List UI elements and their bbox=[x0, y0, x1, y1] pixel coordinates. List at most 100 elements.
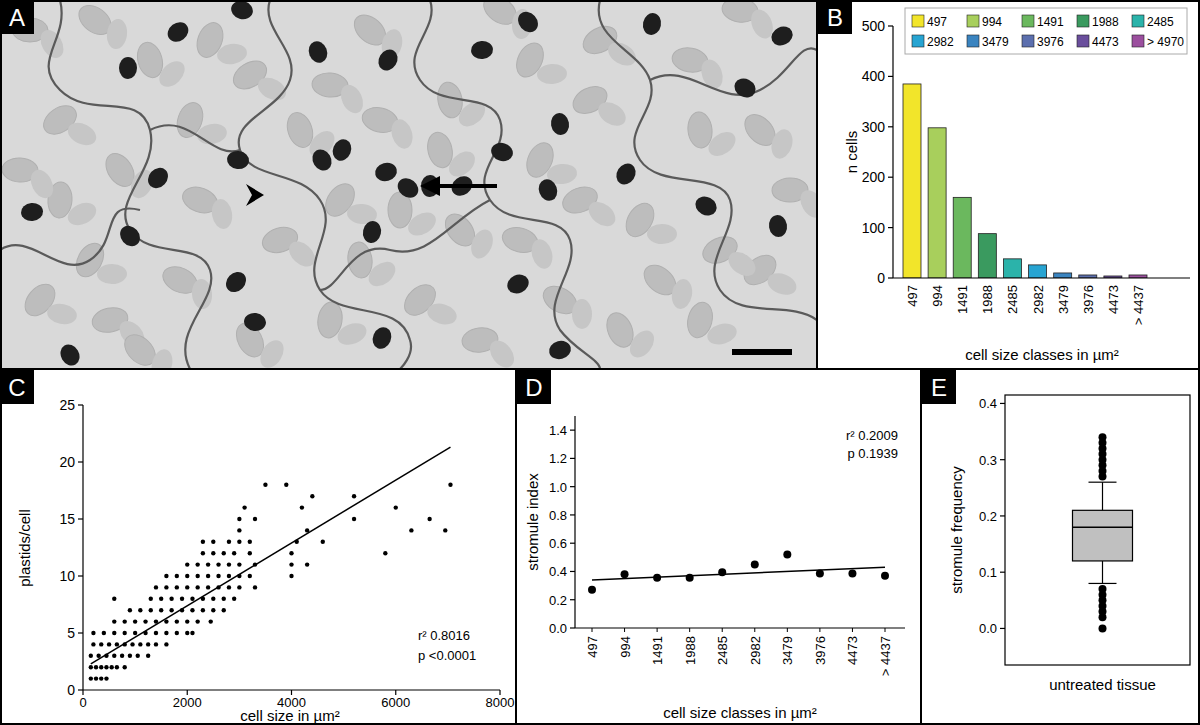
legend-swatch bbox=[912, 35, 924, 47]
cell-wall bbox=[599, 0, 817, 320]
bar bbox=[1003, 259, 1021, 278]
chloroplast bbox=[705, 320, 739, 347]
legend-label: 3976 bbox=[1037, 35, 1064, 49]
chloroplast bbox=[404, 208, 440, 241]
scatter-point bbox=[310, 494, 314, 498]
x-tick bbox=[819, 628, 820, 632]
scatter-point bbox=[123, 665, 127, 669]
y-tick bbox=[570, 430, 575, 431]
legend-label: 2982 bbox=[927, 35, 954, 49]
chloroplast bbox=[364, 257, 400, 291]
scatter-point bbox=[175, 574, 179, 578]
lower-whisker-cap bbox=[1089, 583, 1117, 584]
y-tick bbox=[1000, 628, 1005, 629]
y-tick bbox=[1000, 403, 1005, 404]
scatter-point bbox=[201, 551, 205, 555]
x-tick-label: 2982 bbox=[748, 636, 763, 665]
scatter-point bbox=[133, 631, 137, 635]
scatter-point bbox=[427, 517, 431, 521]
x-tick-label: 3976 bbox=[1081, 285, 1096, 314]
plastid bbox=[361, 219, 383, 244]
y-tick bbox=[888, 177, 893, 178]
chloroplast bbox=[647, 224, 677, 245]
chloroplast bbox=[724, 247, 760, 281]
y-tick bbox=[570, 599, 575, 600]
plastid bbox=[549, 112, 571, 137]
scatter-point bbox=[112, 631, 116, 635]
trend-line bbox=[592, 567, 885, 580]
scatter-point bbox=[115, 642, 119, 646]
chloroplast bbox=[337, 81, 368, 117]
plastid bbox=[421, 175, 439, 197]
plastid bbox=[243, 312, 267, 333]
upper-whisker bbox=[1102, 482, 1103, 510]
scatter-point bbox=[448, 483, 452, 487]
scatter-point bbox=[352, 517, 356, 521]
x-tick-label: 1491 bbox=[955, 285, 970, 314]
scatter-point bbox=[112, 597, 116, 601]
scatter-point bbox=[154, 642, 158, 646]
scatter-point bbox=[130, 642, 134, 646]
y-axis-title: n cells bbox=[843, 131, 860, 174]
plot-frame bbox=[1005, 395, 1190, 665]
y-tick bbox=[888, 25, 893, 26]
x-tick-label: 3479 bbox=[780, 636, 795, 665]
plastid bbox=[164, 18, 192, 46]
plastid bbox=[57, 341, 84, 369]
scatter-point bbox=[237, 517, 241, 521]
scatter-point bbox=[164, 585, 168, 589]
plastid bbox=[470, 40, 493, 60]
x-tick-label: > 4437 bbox=[1131, 285, 1146, 325]
chloroplast bbox=[467, 226, 497, 261]
legend-label: > 4970 bbox=[1147, 35, 1184, 49]
legend-swatch bbox=[1132, 35, 1144, 47]
chloroplast bbox=[26, 166, 57, 202]
x-axis-title: cell size classes in µm² bbox=[663, 704, 817, 721]
x-tick bbox=[722, 628, 723, 632]
scatter-point bbox=[216, 562, 220, 566]
legend-label: 1491 bbox=[1037, 15, 1064, 29]
legend-label: 4473 bbox=[1092, 35, 1119, 49]
plot-area bbox=[588, 551, 889, 594]
chloroplast bbox=[216, 42, 249, 66]
trend-line bbox=[91, 447, 451, 664]
y-tick-label: 0.6 bbox=[549, 536, 567, 551]
chloroplast bbox=[36, 26, 68, 62]
panel-divider bbox=[0, 368, 1200, 370]
scatter-point bbox=[123, 631, 127, 635]
plastid bbox=[119, 57, 137, 79]
y-tick-label: 0 bbox=[877, 270, 885, 286]
scatter-point bbox=[232, 551, 236, 555]
scatter-point bbox=[289, 574, 293, 578]
data-point bbox=[621, 570, 629, 578]
y-tick bbox=[1000, 572, 1005, 573]
bar bbox=[903, 84, 921, 278]
plastid bbox=[692, 193, 720, 219]
panel-label: D bbox=[525, 374, 542, 401]
chloroplast bbox=[670, 277, 695, 310]
scatter-point bbox=[120, 654, 124, 658]
scatter-point bbox=[300, 505, 304, 509]
y-tick-label: 15 bbox=[59, 511, 75, 527]
scatter-point bbox=[211, 551, 215, 555]
x-tick-label: 2485 bbox=[715, 636, 730, 665]
scatter-point bbox=[154, 585, 158, 589]
figure: 0100200300400500497994149119882485298234… bbox=[0, 0, 1200, 725]
x-tick-label: 4473 bbox=[845, 636, 860, 665]
x-tick-label: 2485 bbox=[1005, 285, 1020, 314]
scatter-point bbox=[190, 631, 194, 635]
median-line bbox=[1073, 526, 1133, 528]
scatter-point bbox=[211, 597, 215, 601]
plastid bbox=[373, 160, 399, 183]
bar bbox=[1029, 265, 1047, 278]
x-axis-label: untreated tissue bbox=[1049, 676, 1156, 693]
bar bbox=[928, 128, 946, 278]
panel-divider bbox=[920, 369, 922, 725]
y-tick bbox=[78, 518, 83, 519]
scatter-point bbox=[185, 631, 189, 635]
scatter-point bbox=[195, 574, 199, 578]
plot-area bbox=[89, 447, 453, 681]
bar bbox=[953, 197, 971, 278]
scatter-point bbox=[237, 585, 241, 589]
chloroplast bbox=[256, 336, 289, 369]
